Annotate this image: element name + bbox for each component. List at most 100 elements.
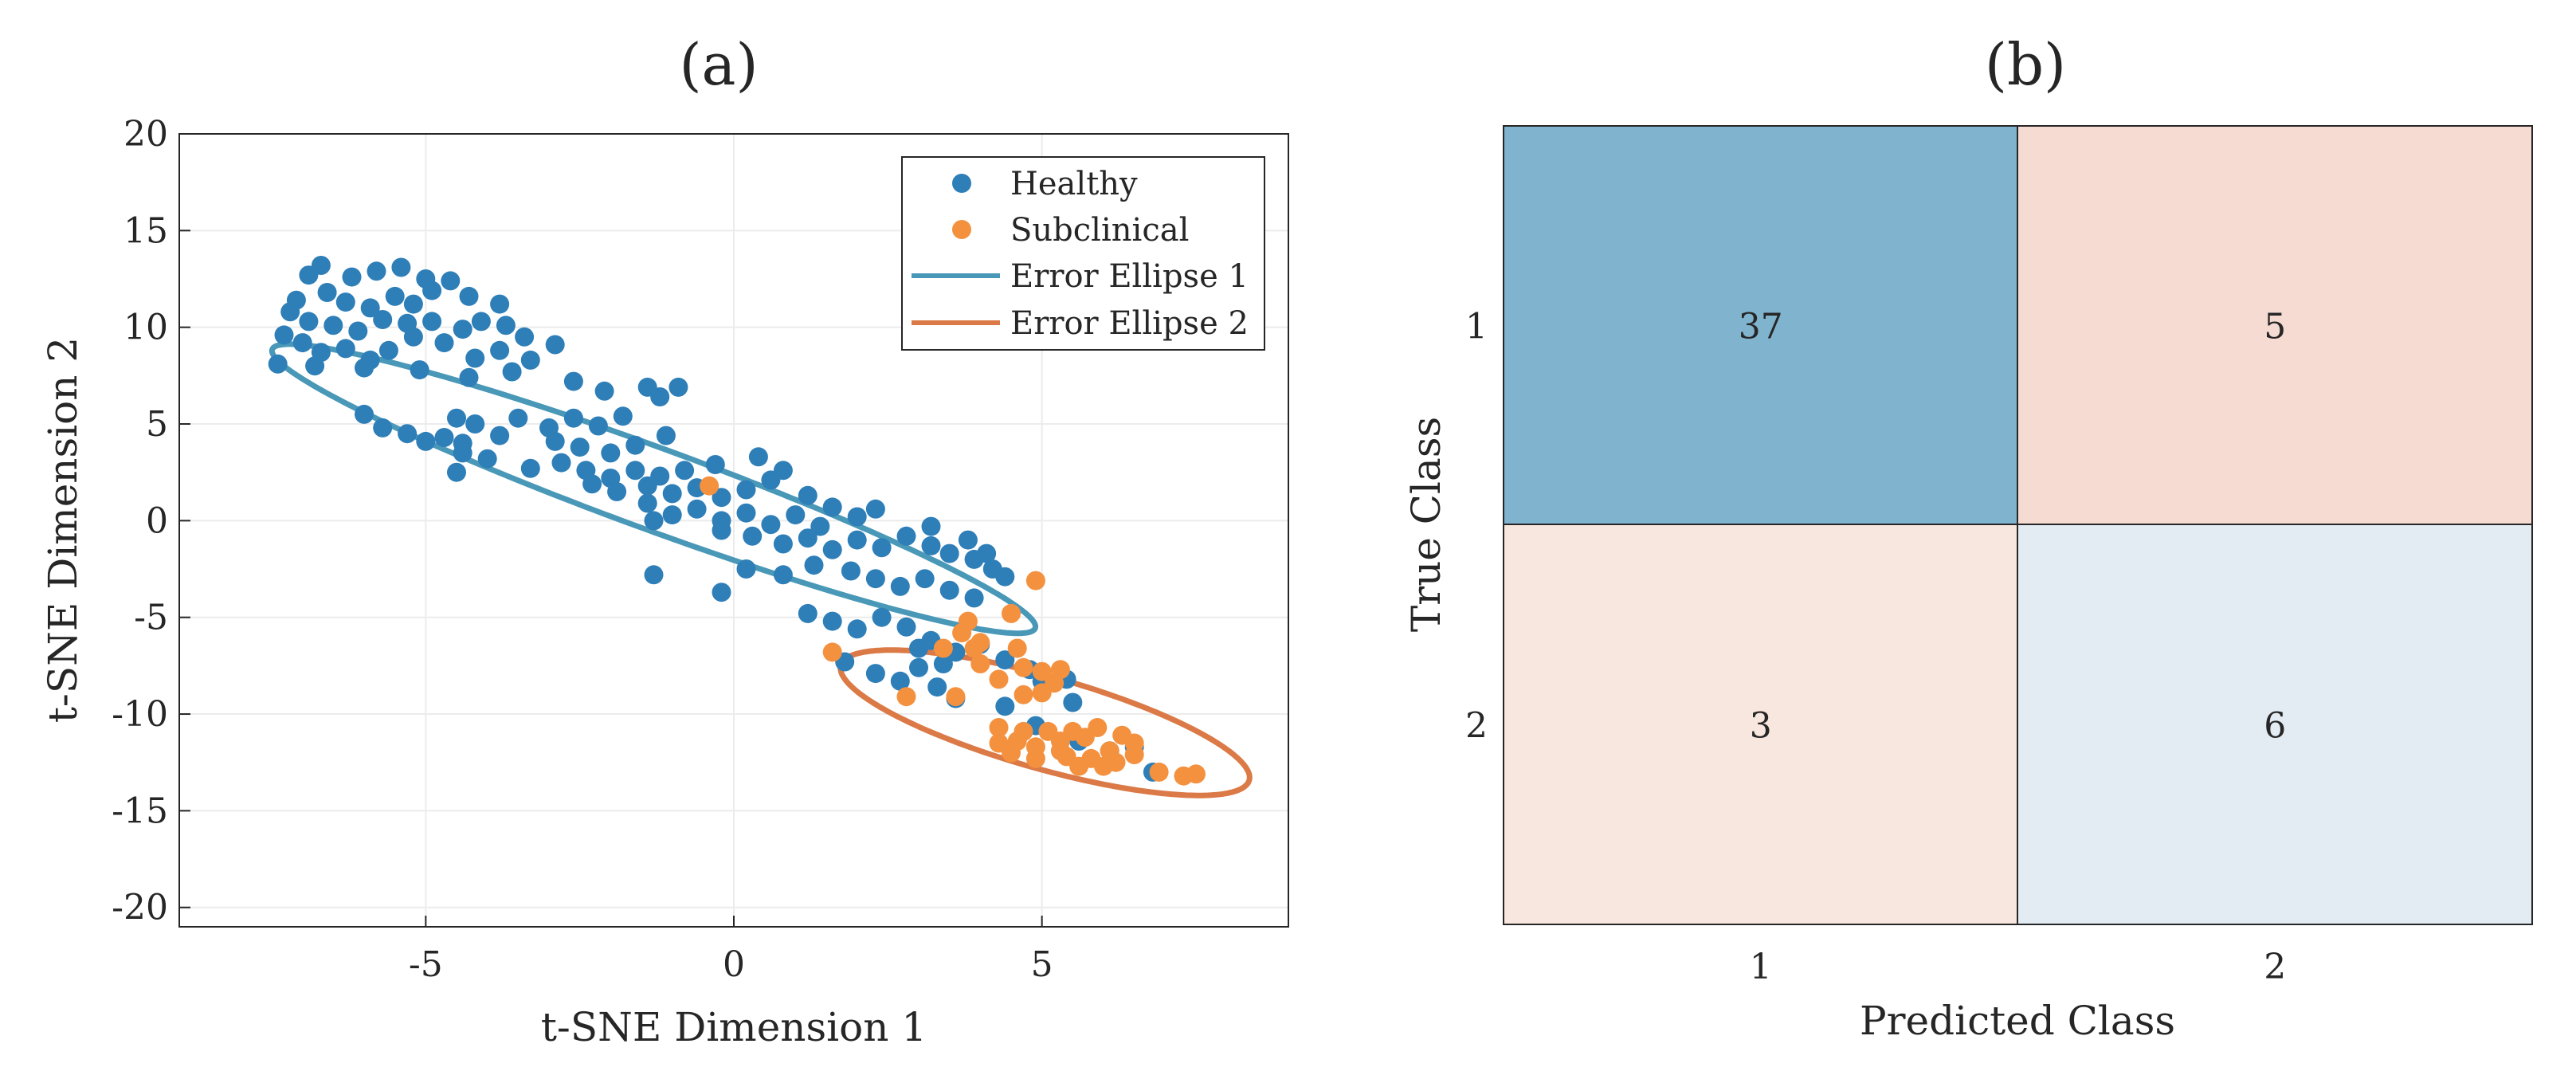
healthy-point bbox=[773, 461, 793, 481]
healthy-point bbox=[977, 543, 997, 563]
subclinical-point bbox=[952, 623, 972, 643]
healthy-point bbox=[563, 408, 583, 428]
healthy-point bbox=[847, 530, 867, 550]
matrix-cell-value: 3 bbox=[1750, 706, 1772, 747]
healthy-point bbox=[995, 567, 1015, 587]
healthy-point bbox=[656, 426, 676, 445]
healthy-point bbox=[847, 507, 867, 527]
healthy-point bbox=[385, 286, 405, 306]
subclinical-point bbox=[1025, 571, 1045, 591]
healthy-point bbox=[459, 286, 479, 306]
y-category-label: 1 bbox=[1465, 307, 1488, 347]
healthy-point bbox=[410, 360, 429, 380]
y-tick-label: -20 bbox=[112, 888, 168, 928]
panel-a-label: (a) bbox=[679, 31, 758, 98]
panel-a-y-axis-label: t-SNE Dimension 2 bbox=[40, 337, 86, 723]
matrix-cell-2-2 bbox=[2017, 525, 2532, 924]
healthy-point bbox=[637, 493, 657, 513]
healthy-point bbox=[613, 406, 633, 426]
y-tick-label: 5 bbox=[146, 404, 168, 445]
healthy-point bbox=[545, 431, 565, 451]
panel-a-scatter: (a) -5 0 5 20 15 10 5 0 -5 -10 -15 -20 t-SNE Dimen… bbox=[40, 31, 1289, 1050]
healthy-point bbox=[515, 327, 535, 347]
healthy-point bbox=[1063, 693, 1083, 712]
healthy-point bbox=[551, 453, 571, 473]
healthy-point bbox=[305, 356, 325, 376]
healthy-point bbox=[520, 458, 540, 478]
y-category-label: 2 bbox=[1465, 706, 1488, 747]
healthy-point bbox=[872, 538, 892, 558]
subclinical-point bbox=[989, 669, 1009, 689]
healthy-point bbox=[502, 362, 522, 382]
panel-b-y-ticks: 12 bbox=[1465, 307, 1488, 747]
healthy-point bbox=[644, 565, 664, 585]
healthy-point bbox=[490, 294, 510, 314]
healthy-point bbox=[625, 435, 645, 455]
healthy-point bbox=[391, 257, 411, 277]
healthy-point bbox=[939, 543, 959, 563]
matrix-cell-value: 6 bbox=[2264, 706, 2286, 747]
subclinical-point bbox=[1094, 756, 1113, 776]
subclinical-point bbox=[896, 687, 916, 707]
healthy-point bbox=[323, 316, 343, 335]
healthy-point bbox=[995, 696, 1015, 716]
healthy-point bbox=[804, 555, 824, 575]
subclinical-point bbox=[822, 642, 842, 662]
healthy-point bbox=[822, 540, 842, 559]
panel-b-cell-values: 37 5 3 6 bbox=[1739, 307, 2287, 747]
y-tick-label: 0 bbox=[146, 500, 168, 541]
healthy-point bbox=[896, 526, 916, 546]
y-tick-label: 20 bbox=[124, 114, 168, 155]
subclinical-point bbox=[1069, 756, 1089, 776]
healthy-point bbox=[299, 265, 319, 285]
healthy-point bbox=[872, 607, 892, 627]
healthy-point bbox=[477, 449, 497, 469]
y-tick-label: -15 bbox=[112, 791, 168, 831]
matrix-cell-value: 5 bbox=[2264, 307, 2286, 347]
healthy-point bbox=[373, 310, 393, 329]
legend-ellipse-1-label: Error Ellipse 1 bbox=[1010, 258, 1249, 295]
subclinical-point bbox=[1050, 741, 1070, 761]
y-tick-label: -10 bbox=[112, 694, 168, 735]
healthy-point bbox=[909, 657, 928, 677]
healthy-point bbox=[712, 488, 731, 508]
y-tick-label: -5 bbox=[134, 598, 168, 638]
healthy-point bbox=[847, 619, 867, 639]
healthy-point bbox=[563, 371, 583, 391]
panel-b-label: (b) bbox=[1985, 31, 2066, 98]
healthy-point bbox=[520, 350, 540, 370]
subclinical-point bbox=[1032, 661, 1052, 681]
panel-a-points bbox=[268, 256, 1206, 786]
healthy-point bbox=[786, 505, 806, 525]
healthy-point bbox=[761, 515, 781, 535]
healthy-point bbox=[434, 428, 454, 447]
legend-subclinical-marker bbox=[952, 220, 971, 239]
healthy-point bbox=[748, 447, 768, 467]
healthy-point bbox=[890, 576, 910, 596]
healthy-point bbox=[669, 377, 688, 397]
subclinical-point bbox=[700, 476, 719, 496]
matrix-cell-1-2 bbox=[2017, 126, 2532, 525]
subclinical-point bbox=[1002, 603, 1021, 623]
healthy-point bbox=[662, 505, 682, 525]
healthy-point bbox=[736, 480, 756, 500]
x-tick-label: 5 bbox=[1031, 944, 1053, 985]
panel-b-x-axis-label: Predicted Class bbox=[1860, 998, 2175, 1044]
healthy-point bbox=[736, 559, 756, 579]
y-tick-label: 10 bbox=[124, 308, 168, 348]
healthy-point bbox=[890, 671, 910, 691]
panel-b-cells bbox=[1504, 126, 2532, 924]
subclinical-point bbox=[964, 638, 984, 658]
healthy-point bbox=[403, 294, 423, 314]
healthy-point bbox=[453, 320, 472, 339]
healthy-point bbox=[441, 271, 461, 291]
healthy-point bbox=[625, 461, 645, 481]
healthy-point bbox=[822, 497, 842, 517]
matrix-cell-1-1 bbox=[1504, 126, 2018, 525]
healthy-point bbox=[865, 499, 885, 519]
legend-healthy-marker bbox=[952, 174, 971, 193]
healthy-point bbox=[958, 530, 978, 550]
healthy-point bbox=[909, 638, 928, 658]
